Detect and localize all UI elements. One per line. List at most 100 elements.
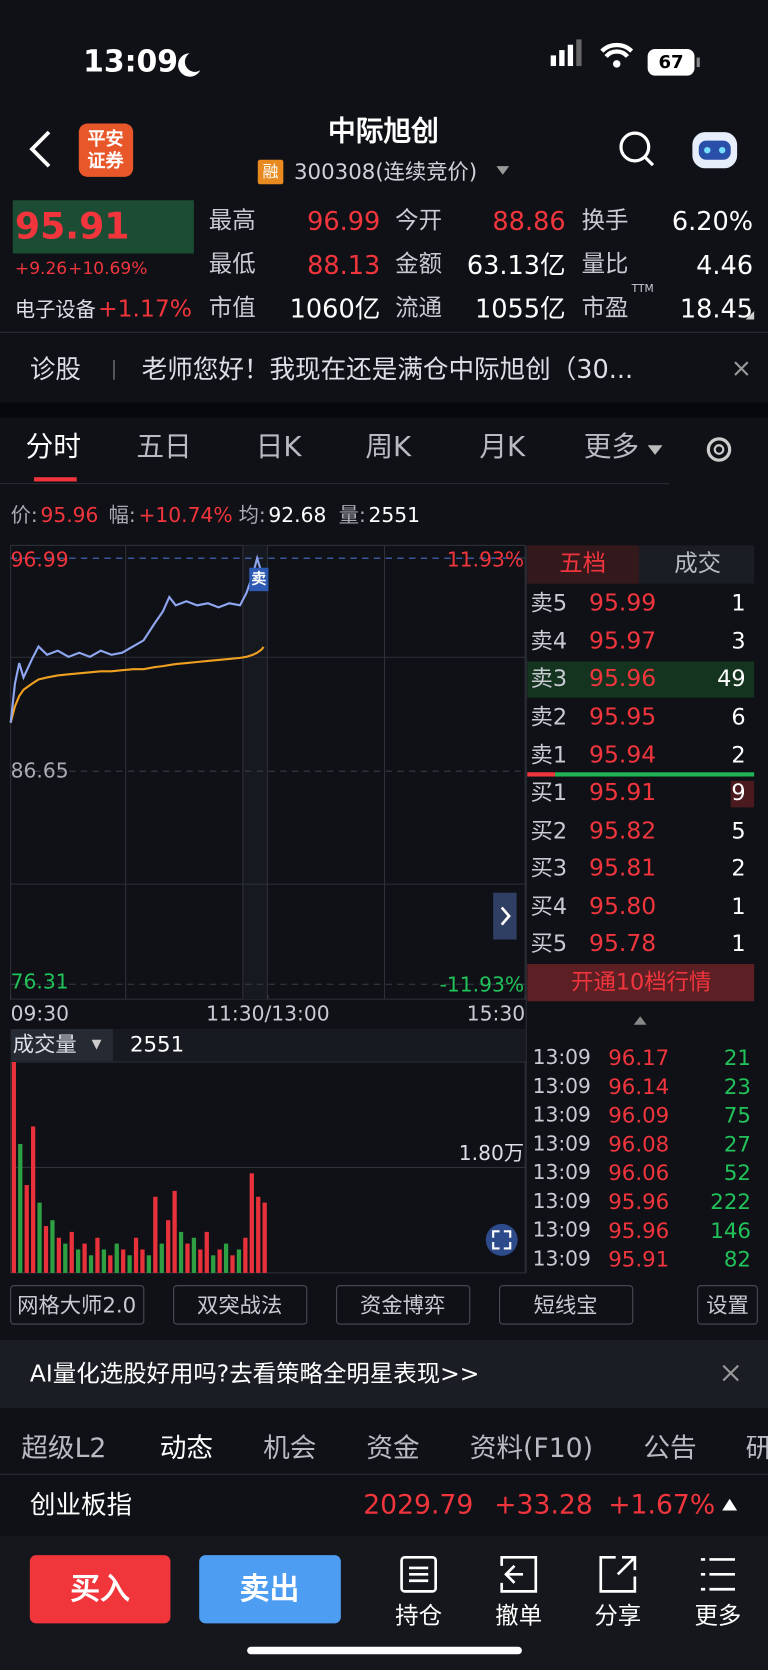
divider: | (110, 358, 118, 381)
stat-value: 18.45 (679, 293, 754, 324)
stat-label: 流通 (395, 294, 443, 322)
chart-tab[interactable]: 月K (479, 431, 526, 464)
book-qty: 1 (731, 931, 746, 957)
volume-bar (133, 1237, 139, 1273)
volume-bar (76, 1249, 81, 1273)
info-value: 2551 (368, 503, 421, 527)
sector-change: +1.17% (97, 295, 193, 323)
tool-button[interactable]: 短线宝 (533, 1292, 598, 1318)
margin-tag: 融 (262, 161, 279, 182)
book-qty: 3 (731, 628, 746, 655)
action-icon[interactable]: 撤单 (495, 1602, 543, 1630)
tool-button[interactable]: 设置 (706, 1292, 749, 1318)
chart-tab[interactable]: 日K (255, 431, 302, 464)
book-tab[interactable]: 五档 (559, 550, 607, 578)
info-value: +10.74% (138, 503, 233, 527)
stat-value: 6.20% (671, 206, 754, 237)
price-change-pct: +10.69% (68, 258, 148, 279)
trade-time: 13:09 (532, 1218, 591, 1242)
volume-bar (121, 1249, 126, 1273)
sub-tab[interactable]: 资料(F10) (469, 1432, 593, 1464)
volume-bar (31, 1126, 36, 1273)
trade-price: 96.09 (608, 1102, 670, 1129)
action-icon[interactable]: 持仓 (395, 1602, 443, 1630)
volume-bar (82, 1243, 87, 1273)
volume-bar (43, 1226, 49, 1273)
stat-label: 最低 (208, 251, 256, 278)
volume-bar (88, 1255, 94, 1273)
chart-tab[interactable]: 周K (365, 431, 412, 464)
book-price: 95.82 (589, 817, 657, 845)
volume-bar (178, 1231, 184, 1273)
volume-bar (262, 1202, 267, 1273)
sector-name: 电子设备 (14, 297, 96, 322)
trade-time: 13:09 (532, 1103, 591, 1127)
book-level: 卖5 (530, 590, 568, 617)
broker-logo: 证券 (87, 151, 124, 173)
tool-button[interactable]: 资金博弈 (360, 1292, 446, 1318)
sub-tab[interactable]: 研 (746, 1433, 768, 1465)
volume-bar (56, 1237, 61, 1273)
chart-tab[interactable]: 五日 (136, 431, 192, 464)
sub-tab[interactable]: 公告 (643, 1432, 697, 1464)
book-price: 95.81 (589, 855, 657, 882)
pe-note: TTM (631, 283, 654, 296)
x-tick-label: 15:30 (466, 1001, 526, 1026)
stat-value: 88.86 (492, 206, 566, 237)
average-line (9, 646, 265, 724)
y-tick-label: 86.65 (10, 759, 69, 783)
trade-price: 96.14 (608, 1073, 670, 1100)
volume-bar (159, 1243, 164, 1273)
book-price: 95.91 (589, 779, 657, 807)
stat-value: 4.46 (696, 249, 754, 280)
sub-tab[interactable]: 机会 (263, 1432, 317, 1464)
stat-label: 最高 (208, 207, 256, 235)
chart-tab[interactable]: 分时 (25, 431, 81, 464)
book-price: 95.96 (589, 665, 657, 693)
trade-qty: 82 (723, 1246, 751, 1272)
book-price: 95.80 (589, 893, 657, 921)
y-tick-label: 96.99 (10, 548, 69, 572)
y-tick-label: 1.80万 (458, 1141, 525, 1165)
index-change: +33.28 (494, 1489, 593, 1521)
stat-label: 换手 (581, 207, 629, 235)
sub-tab[interactable]: 资金 (366, 1432, 420, 1464)
book-qty: 9 (731, 780, 746, 806)
stat-label: 金额 (395, 251, 443, 278)
action-icon[interactable]: 分享 (594, 1602, 642, 1630)
sell-button[interactable]: 卖出 (239, 1571, 300, 1607)
promo-banner[interactable]: AI量化选股好用吗?去看策略全明星表现>> (29, 1361, 480, 1388)
sub-tab[interactable]: 动态 (159, 1432, 214, 1464)
trade-time: 13:09 (532, 1160, 591, 1185)
trade-time: 13:09 (532, 1074, 591, 1098)
trade-qty: 222 (710, 1188, 751, 1215)
book-tab[interactable]: 成交 (674, 550, 722, 578)
stat-label: 市盈 (581, 294, 629, 322)
trade-price: 96.06 (608, 1159, 670, 1186)
stat-value: 1055亿 (474, 293, 566, 324)
volume-bar (236, 1249, 242, 1273)
volume-bar (50, 1220, 55, 1273)
book-qty: 5 (731, 818, 746, 845)
trade-time: 13:09 (532, 1131, 591, 1156)
upgrade-button[interactable]: 开通10档行情 (571, 969, 712, 996)
ticker-text[interactable]: 老师您好！我现在还是满仓中际旭创（30... (141, 354, 634, 385)
volume-bar (211, 1255, 216, 1273)
action-icon[interactable]: 更多 (694, 1602, 742, 1630)
trade-time: 13:09 (532, 1045, 591, 1070)
chart-tab[interactable]: 更多 (583, 431, 640, 464)
tool-button[interactable]: 网格大师2.0 (17, 1292, 137, 1318)
trade-price: 96.17 (608, 1044, 670, 1071)
buy-button[interactable]: 买入 (70, 1571, 130, 1607)
info-label: 均: (238, 503, 266, 527)
book-qty: 49 (717, 666, 746, 692)
trade-time: 13:09 (532, 1246, 591, 1271)
stock-name: 中际旭创 (328, 116, 439, 149)
volume-bar (95, 1237, 100, 1273)
stat-value: 1060亿 (289, 293, 381, 324)
sub-tab[interactable]: 超级L2 (21, 1432, 107, 1464)
volume-value: 2551 (129, 1031, 185, 1057)
tool-button[interactable]: 双突战法 (197, 1292, 283, 1318)
book-qty: 2 (731, 742, 746, 769)
